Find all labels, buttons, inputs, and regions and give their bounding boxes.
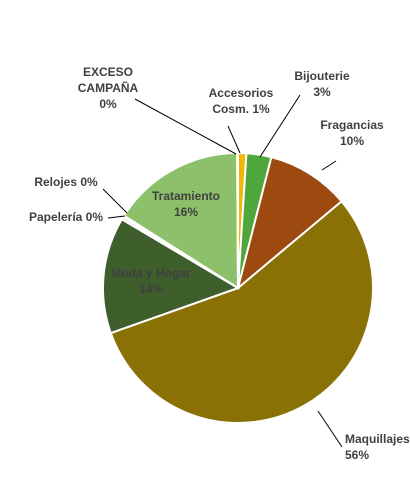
- leader-line-fragancias: [322, 161, 336, 170]
- leader-line-relojes: [103, 189, 127, 213]
- data-label-bijouterie: Bijouterie 3%: [294, 69, 350, 99]
- data-label-maquillajes: Maquillajes 56%: [345, 432, 410, 462]
- data-label-accesorios-cosm: Accesorios Cosm. 1%: [209, 86, 274, 116]
- pie-slice-exceso-campana: [237, 153, 238, 288]
- leader-line-maquillajes: [318, 411, 342, 447]
- data-label-papeleria: Papelería 0%: [29, 210, 103, 224]
- leader-line-accesorios-cosm: [228, 126, 240, 153]
- data-label-exceso-campana: EXCESO CAMPAÑA 0%: [78, 65, 139, 111]
- data-label-relojes: Relojes 0%: [34, 175, 98, 189]
- data-label-fragancias: Fragancias 10%: [320, 118, 384, 148]
